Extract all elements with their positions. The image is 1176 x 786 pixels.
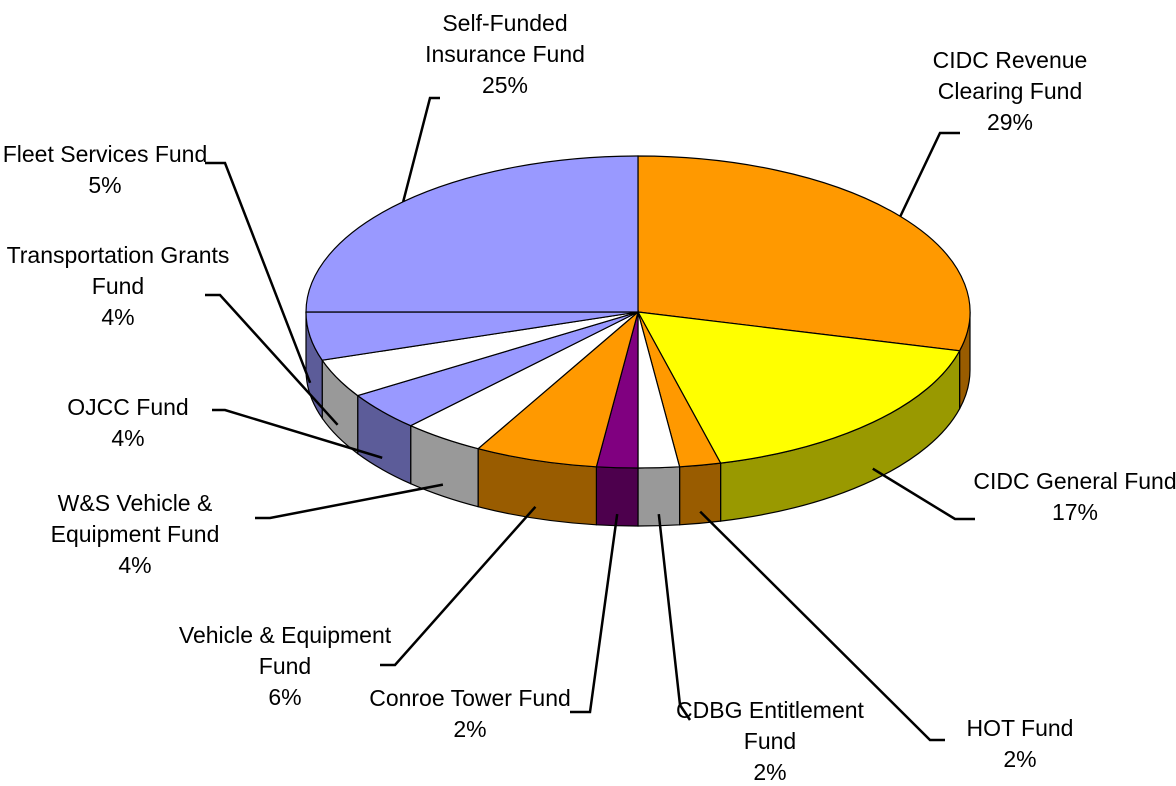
slice-value: 29% [986,109,1034,135]
slice-label: Fleet Services Fund 5% [0,139,220,201]
slice-name: CDBG Entitlement Fund [676,697,864,754]
slice-side [679,462,722,526]
slice-label: HOT Fund 2% [905,713,1135,775]
slice-name: Transportation Grants Fund [6,242,230,299]
leader-line [212,408,383,459]
slice [305,155,639,313]
leader-line [205,293,339,426]
slice-name: HOT Fund [966,715,1074,741]
leader-line [570,513,619,714]
slice-name: Conroe Tower Fund [369,685,571,711]
slice-value: 4% [111,425,145,451]
leader-line [380,505,537,667]
slice-value: 4% [101,304,135,330]
slice-name: CIDC Revenue Clearing Fund [932,47,1088,104]
slice-label: CDBG Entitlement Fund 2% [655,695,885,786]
leader-line [657,513,692,721]
slice-label: Vehicle & Equipment Fund 6% [170,620,400,713]
leader-line [899,131,960,217]
slice-label: CIDC Revenue Clearing Fund 29% [895,45,1125,138]
slice-label: Conroe Tower Fund 2% [355,683,585,745]
slice-value: 2% [453,716,487,742]
slice-name: W&S Vehicle & Equipment Fund [50,490,220,547]
slice-label: Self-Funded Insurance Fund 25% [390,8,620,101]
slice-label: W&S Vehicle & Equipment Fund 4% [20,488,250,581]
slice [476,310,640,468]
slice-value: 2% [753,759,787,785]
leader-line [255,483,444,520]
slice-value: 5% [88,172,122,198]
slice-value: 4% [118,552,152,578]
slice [636,311,961,464]
slice-value: 17% [1051,499,1099,525]
slice-name: OJCC Fund [67,394,189,420]
leader-line [205,161,312,384]
slice-value: 2% [1003,746,1037,772]
slice-name: CIDC General Fund [973,468,1176,494]
slice-label: CIDC General Fund 17% [960,466,1176,528]
slice-value: 25% [481,72,529,98]
slice-label: OJCC Fund 4% [13,392,243,454]
leader-line [401,96,440,203]
slice-label: Transportation Grants Fund 4% [3,240,233,333]
slice-name: Fleet Services Fund [2,141,208,167]
slice-name: Vehicle & Equipment Fund [178,622,392,679]
leader-line [699,510,945,742]
slice-name: Self-Funded Insurance Fund [425,10,585,67]
leader-line [872,467,975,521]
slice-value: 6% [268,684,302,710]
